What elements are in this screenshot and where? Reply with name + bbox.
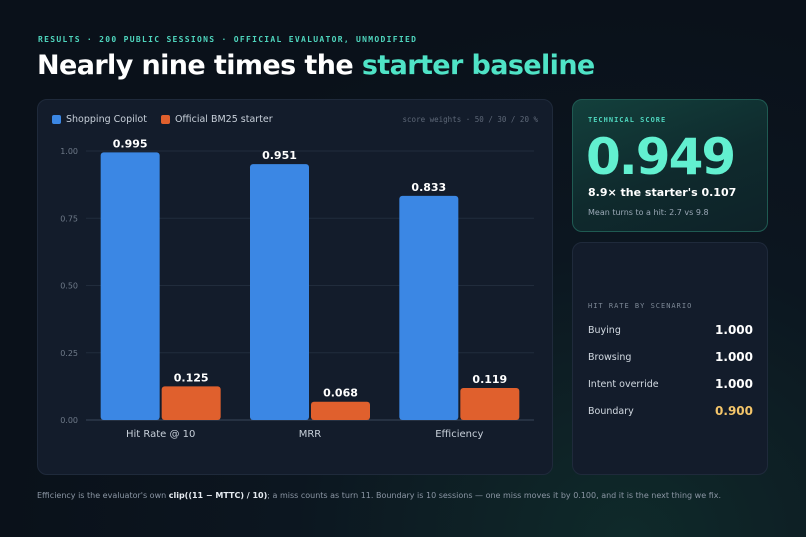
scenario-row-boundary: Boundary 0.900 (588, 403, 753, 419)
chart-card: 0.00 0.25 0.50 0.75 1.00 0.995 0.125 Hit Rate @… (37, 99, 553, 475)
bar (161, 386, 221, 420)
technical-score-value: 0.949 (586, 128, 736, 186)
x-tick-label: MRR (299, 429, 322, 440)
score-weights-note: score weights · 50 / 30 / 20 % (402, 115, 538, 124)
data-label: 0.951 (262, 149, 297, 162)
scenario-name: Buying (588, 324, 621, 336)
bar (399, 195, 459, 420)
y-tick-label: 1.00 (60, 147, 78, 156)
footnote: Efficiency is the evaluator's own clip((… (37, 491, 721, 500)
scenario-value: 0.900 (715, 404, 753, 418)
legend-swatch-starter (160, 115, 170, 124)
scenario-row-buying: Buying 1.000 (588, 322, 753, 338)
data-label: 0.833 (411, 181, 446, 194)
y-tick-label: 0.50 (60, 282, 78, 291)
bar (100, 152, 160, 420)
x-tick-label: Hit Rate @ 10 (126, 429, 195, 440)
y-tick-label: 0.75 (60, 214, 78, 223)
technical-score-card: TECHNICAL SCORE 0.949 8.9× the starter's… (572, 99, 768, 232)
scenario-name: Browsing (588, 351, 632, 363)
legend-swatch-copilot (52, 115, 61, 124)
technical-score-label: TECHNICAL SCORE (588, 116, 667, 124)
footnote-pre: Efficiency is the evaluator's own (37, 491, 169, 500)
legend-item-copilot: Shopping Copilot (52, 114, 147, 125)
score-note: Mean turns to a hit: 2.7 vs 9.8 (588, 208, 709, 217)
legend-label-starter: Official BM25 starter (174, 114, 273, 125)
scenario-value: 1.000 (715, 350, 753, 364)
title-accent: starter baseline (361, 50, 595, 81)
footnote-post: ; a miss counts as turn 11. Boundary is … (267, 491, 722, 500)
data-label: 0.995 (113, 137, 148, 150)
legend-label-copilot: Shopping Copilot (66, 114, 147, 125)
bar (460, 387, 520, 420)
data-label: 0.125 (174, 371, 209, 384)
y-tick-label: 0.25 (60, 349, 78, 358)
bar (250, 164, 309, 420)
score-comparison: 8.9× the starter's 0.107 (588, 186, 737, 199)
chart-legend: Shopping Copilot Official BM25 starter (52, 114, 273, 125)
scenario-value: 1.000 (715, 323, 753, 337)
scenario-row-browsing: Browsing 1.000 (588, 349, 753, 365)
bar (311, 401, 370, 420)
scenario-name: Boundary (588, 405, 634, 417)
data-label: 0.068 (323, 387, 358, 400)
scenario-card: HIT RATE BY SCENARIO Buying 1.000 Browsi… (572, 242, 768, 475)
footnote-formula: clip((11 − MTTC) / 10) (168, 491, 268, 500)
title-main: Nearly nine times the (37, 50, 362, 81)
data-label: 0.119 (472, 373, 507, 386)
results-eyebrow: RESULTS · 200 PUBLIC SESSIONS · OFFICIAL… (38, 35, 418, 44)
x-tick-label: Efficiency (435, 429, 483, 440)
y-tick-label: 0.00 (60, 416, 78, 425)
scenario-label: HIT RATE BY SCENARIO (588, 302, 693, 310)
page-title: Nearly nine times the starter baseline (37, 50, 595, 81)
scenario-row-intent-override: Intent override 1.000 (588, 376, 753, 392)
bar-chart: 0.00 0.25 0.50 0.75 1.00 0.995 0.125 Hit Rate @… (60, 137, 534, 440)
scenario-name: Intent override (588, 378, 659, 390)
legend-item-starter: Official BM25 starter (160, 114, 273, 125)
scenario-value: 1.000 (715, 377, 753, 391)
